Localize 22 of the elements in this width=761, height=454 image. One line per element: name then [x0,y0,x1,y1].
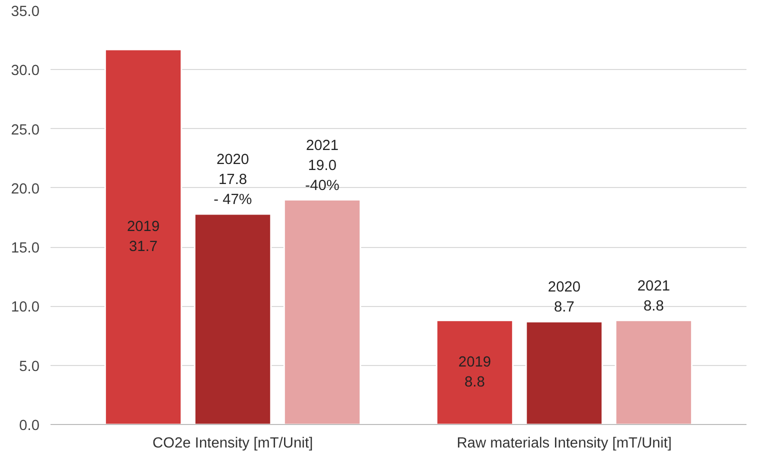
data-label: 2021 19.0 -40% [305,138,340,194]
y-tick-label: 30.0 [10,63,40,80]
y-tick-label: 0.0 [19,418,40,434]
bar [436,320,514,424]
y-tick-label: 5.0 [19,358,40,375]
bar [614,320,693,424]
y-tick-label: 15.0 [10,240,40,257]
y-tick-label: 10.0 [10,300,40,316]
data-label: 2020 17.8 - 47% [214,152,252,208]
y-tick-label: 25.0 [10,122,40,138]
data-label: 2019 8.8 [458,354,492,390]
bar [194,213,272,424]
x-tick-label: Raw materials Intensity [mT/Unit] [456,436,672,452]
data-label: 2021 8.8 [637,278,670,314]
x-tick-label: CO2e Intensity [mT/Unit] [152,436,314,452]
y-tick-label: 20.0 [10,181,40,198]
bar [104,48,182,424]
bar [525,320,604,424]
y-tick-label: 35.0 [10,4,40,20]
bar [283,199,362,424]
data-label: 2019 31.7 [127,219,160,256]
data-label: 2020 8.7 [548,280,581,316]
